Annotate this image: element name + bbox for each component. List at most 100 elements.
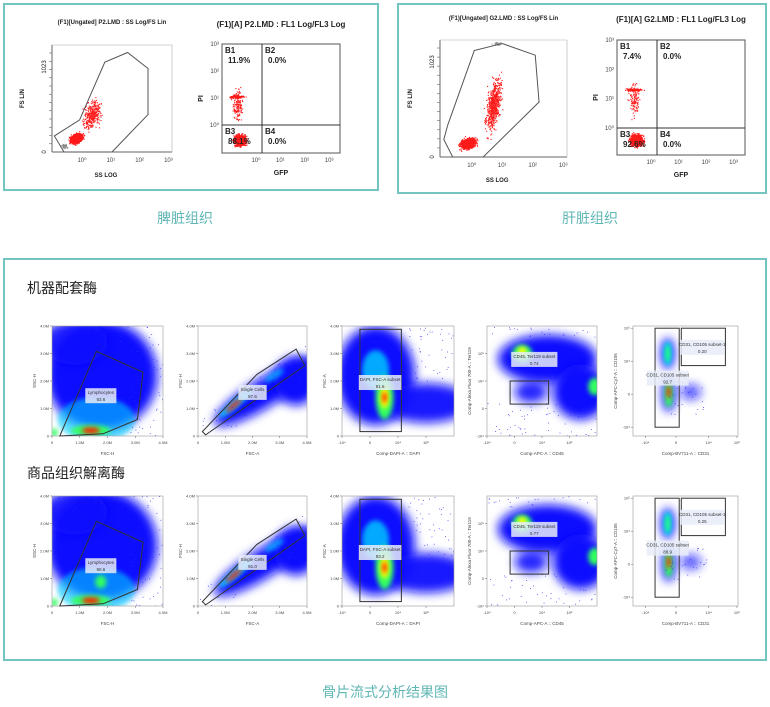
event-dot (86, 125, 88, 127)
event-dot (489, 129, 491, 131)
event-dot (91, 110, 94, 112)
event-dot (246, 138, 248, 140)
event-dot (633, 99, 635, 101)
event-dot (469, 147, 472, 149)
x-tick-label: 10¹ (276, 158, 285, 164)
event-dot (97, 122, 99, 124)
event-dot (492, 116, 494, 118)
event-dot (501, 79, 503, 82)
event-dot (468, 143, 470, 145)
x-tick-label: 10² (135, 158, 144, 164)
event-dot (89, 107, 91, 109)
event-dot (234, 94, 236, 96)
event-dot (66, 144, 68, 146)
y-tick-label: 10² (210, 69, 219, 75)
event-dot (486, 130, 488, 132)
event-dot (635, 95, 637, 97)
event-dot (498, 105, 500, 107)
event-dot (636, 103, 638, 105)
event-dot (236, 101, 239, 103)
event-dot (63, 144, 65, 146)
event-dot (631, 103, 633, 105)
event-dot (244, 135, 246, 137)
event-dot (490, 122, 492, 124)
event-dot (79, 134, 81, 136)
event-dot (493, 101, 495, 103)
event-dot (90, 112, 92, 114)
event-dot (234, 146, 236, 148)
event-dot (494, 85, 496, 87)
event-dot (492, 92, 494, 94)
event-dot (485, 120, 487, 122)
event-dot (241, 144, 243, 146)
event-dot (475, 137, 477, 139)
event-dot (496, 101, 498, 103)
event-dot (60, 145, 62, 147)
event-dot (491, 97, 493, 99)
event-dot (634, 101, 636, 104)
event-dot (244, 138, 246, 141)
event-dot (84, 123, 86, 125)
event-dot (498, 74, 500, 76)
event-dot (95, 112, 97, 114)
event-dot (94, 112, 96, 114)
event-dot (497, 88, 499, 91)
x-axis-label: SS LOG (486, 178, 509, 184)
event-dot (78, 140, 80, 142)
event-dot (468, 137, 470, 139)
event-dot (70, 134, 72, 136)
event-dot (474, 146, 476, 148)
event-dot (633, 90, 635, 92)
event-dot (94, 100, 96, 102)
event-dot (75, 139, 77, 141)
event-dot (493, 122, 495, 124)
event-dot (465, 138, 467, 140)
event-dot (75, 134, 77, 136)
event-dot (486, 106, 488, 108)
event-dot (234, 99, 236, 101)
event-dot (238, 133, 240, 135)
event-dot (637, 91, 639, 93)
event-dot (77, 133, 79, 135)
event-dot (491, 103, 493, 105)
event-dot (473, 142, 476, 144)
event-dot (632, 108, 634, 110)
event-dot (472, 141, 474, 143)
event-dot (490, 119, 492, 121)
event-dot (494, 86, 496, 88)
event-dot (635, 92, 637, 94)
event-dot (629, 144, 631, 146)
event-dot (497, 80, 499, 82)
event-dot (494, 95, 496, 97)
event-dot (626, 88, 629, 90)
event-dot (76, 138, 78, 141)
event-dot (491, 100, 494, 102)
event-dot (459, 149, 461, 151)
event-dot (494, 87, 496, 89)
event-dot (236, 137, 238, 139)
event-dot (94, 101, 96, 103)
event-dot (240, 104, 242, 106)
event-dot (93, 113, 96, 115)
event-dot (233, 95, 235, 97)
event-dot (459, 144, 461, 146)
event-dot (89, 114, 91, 116)
event-dot (488, 119, 490, 121)
event-dot (493, 91, 495, 93)
event-dot (243, 141, 245, 143)
event-dot (460, 140, 462, 142)
event-dot (471, 138, 473, 140)
event-dot (461, 144, 463, 146)
event-dot (77, 134, 79, 136)
event-dot (96, 118, 98, 120)
event-dot (238, 144, 240, 146)
event-dot (486, 117, 488, 119)
event-dot (81, 137, 83, 139)
event-dot (495, 114, 497, 116)
event-dot (463, 147, 465, 149)
event-dot (243, 96, 245, 98)
event-dot (491, 114, 493, 116)
spleen-caption: 脾脏组织 (157, 211, 213, 227)
event-dot (237, 109, 239, 111)
event-dot (487, 112, 490, 114)
